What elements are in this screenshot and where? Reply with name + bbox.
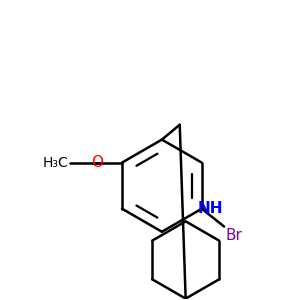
Text: O: O [91,155,103,170]
Text: NH: NH [198,201,223,216]
Text: Br: Br [226,228,242,243]
Text: H₃C: H₃C [43,156,68,170]
